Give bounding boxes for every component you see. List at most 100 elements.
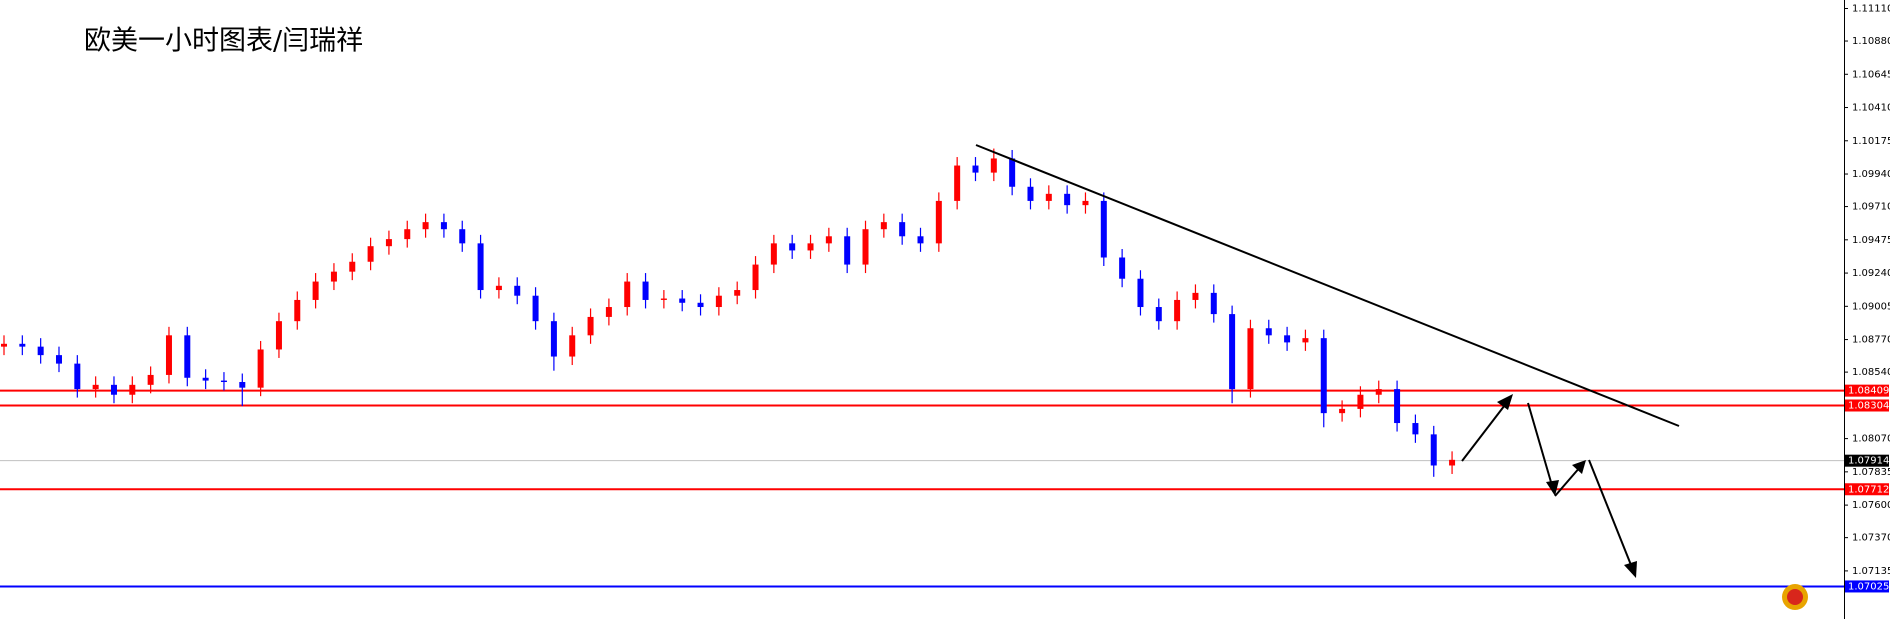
level-label-box xyxy=(1845,399,1889,412)
level-label-box xyxy=(1845,454,1889,467)
candle-body xyxy=(184,335,191,378)
candle-body xyxy=(605,307,612,317)
level-label: 1.08304 xyxy=(1848,400,1889,411)
candle-body xyxy=(129,384,136,395)
y-tick-label: 1.10645 xyxy=(1852,69,1890,80)
arrow xyxy=(1461,400,1509,462)
candle-body xyxy=(495,285,502,291)
candle-body xyxy=(1265,328,1272,336)
candle-body xyxy=(1027,186,1034,201)
candle-body xyxy=(92,384,99,390)
y-tick-label: 1.10880 xyxy=(1852,36,1890,47)
candle-body xyxy=(275,321,282,350)
candle-body xyxy=(349,261,356,272)
candle-body xyxy=(404,229,411,240)
candle-body xyxy=(642,281,649,300)
candle-body xyxy=(1375,389,1382,395)
candle-body xyxy=(697,302,704,308)
candle-body xyxy=(220,380,227,383)
y-tick-label: 1.09240 xyxy=(1852,268,1890,279)
candle-body xyxy=(477,243,484,291)
y-tick-label: 1.09940 xyxy=(1852,169,1890,180)
trend-line xyxy=(975,144,1680,427)
candle-body xyxy=(239,382,246,388)
candle-body xyxy=(917,236,924,244)
candle-body xyxy=(1412,423,1419,435)
candle-body xyxy=(880,222,887,230)
candle-body xyxy=(825,236,832,244)
candle-body xyxy=(1082,200,1089,206)
candle-body xyxy=(1339,408,1346,414)
level-label: 1.08409 xyxy=(1848,386,1889,397)
y-tick-label: 1.07370 xyxy=(1852,533,1890,544)
candle-body xyxy=(770,243,777,265)
candle-body xyxy=(550,321,557,357)
candle-body xyxy=(587,316,594,336)
y-tick-label: 1.07835 xyxy=(1852,467,1890,478)
candle-body xyxy=(954,165,961,201)
arrow xyxy=(1554,465,1582,497)
y-tick-label: 1.07600 xyxy=(1852,500,1890,511)
candle-body xyxy=(422,222,429,230)
candle-body xyxy=(1009,158,1016,187)
candle-body xyxy=(789,243,796,251)
candle-body xyxy=(1100,200,1107,258)
y-tick-label: 1.11110 xyxy=(1852,3,1890,14)
candle-body xyxy=(1045,193,1052,201)
candle-body xyxy=(257,349,264,388)
plot-area xyxy=(0,148,1844,588)
candle-body xyxy=(844,236,851,265)
candle-body xyxy=(367,246,374,262)
candle-body xyxy=(715,295,722,308)
candle-body xyxy=(935,200,942,244)
candle-body xyxy=(624,281,631,308)
candle-body xyxy=(459,229,466,244)
candle-body xyxy=(514,285,521,296)
candle-body xyxy=(1394,389,1401,424)
candle-body xyxy=(19,343,26,347)
y-tick-label: 1.08540 xyxy=(1852,367,1890,378)
candle-body xyxy=(1210,292,1217,315)
candle-body xyxy=(1,343,7,347)
candle-body xyxy=(1357,394,1364,409)
candle-body xyxy=(679,298,686,303)
candle-body xyxy=(385,239,392,247)
chart-title: 欧美一小时图表/闫瑞祥 xyxy=(84,26,363,57)
arrow-head xyxy=(1497,394,1513,410)
candle-body xyxy=(807,243,814,251)
candle-body xyxy=(899,222,906,237)
arrow xyxy=(1527,402,1554,490)
candle-body xyxy=(972,165,979,173)
candle-body xyxy=(1192,292,1199,300)
candle-body xyxy=(110,384,117,395)
candle-body xyxy=(202,377,209,381)
candle-body xyxy=(1449,459,1456,466)
level-label-box xyxy=(1845,483,1889,496)
candle-body xyxy=(147,374,154,385)
y-tick-label: 1.08770 xyxy=(1852,335,1890,346)
y-tick-label: 1.07135 xyxy=(1852,566,1890,577)
candle-body xyxy=(752,264,759,291)
level-label: 1.07914 xyxy=(1848,456,1889,467)
candle-body xyxy=(660,298,667,300)
candle-body xyxy=(862,229,869,265)
y-tick-label: 1.10175 xyxy=(1852,136,1890,147)
arrow-head xyxy=(1572,460,1586,474)
candle-body xyxy=(55,355,62,364)
level-label: 1.07712 xyxy=(1848,484,1889,495)
arrow xyxy=(1588,459,1634,571)
candle-body xyxy=(1284,335,1291,343)
candle-body xyxy=(37,346,44,356)
candle-body xyxy=(74,363,81,390)
candle-body xyxy=(165,335,172,375)
drawings xyxy=(975,144,1680,578)
candle-body xyxy=(312,281,319,300)
candle-body xyxy=(294,299,301,322)
candle-body xyxy=(990,158,997,173)
candle-body xyxy=(1119,257,1126,279)
y-tick-label: 1.08070 xyxy=(1852,434,1890,445)
y-tick-label: 1.09475 xyxy=(1852,235,1890,246)
candle-body xyxy=(1155,307,1162,322)
logo xyxy=(1782,584,1808,610)
